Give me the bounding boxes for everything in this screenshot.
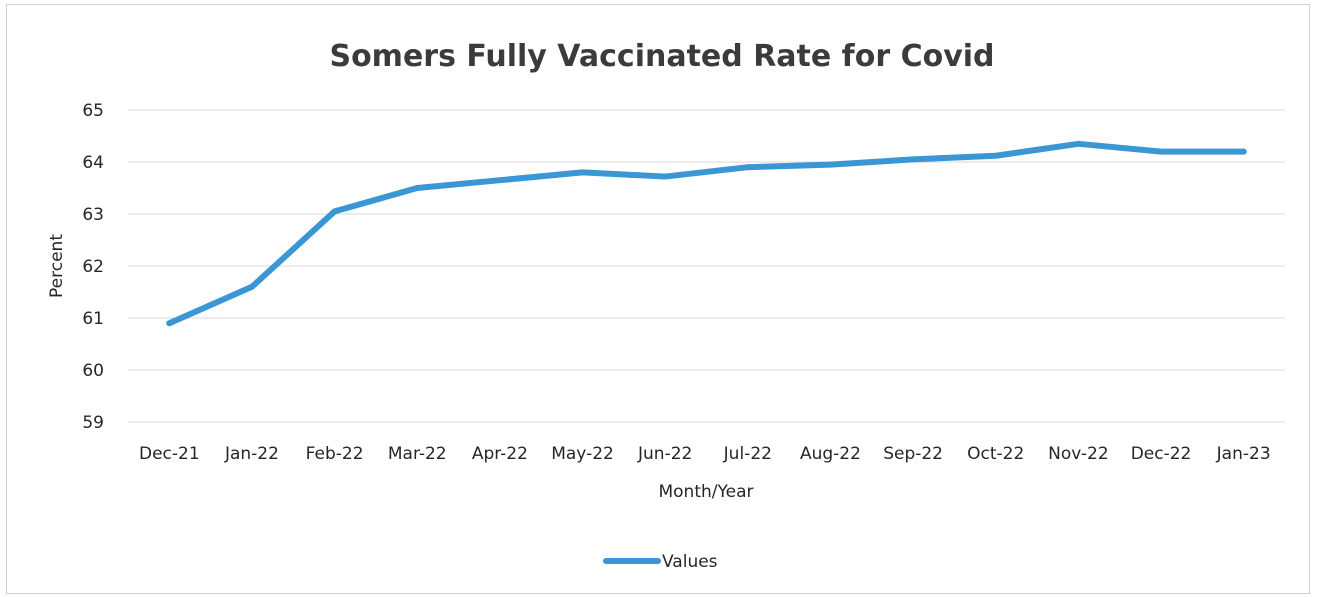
- data-point: [331, 208, 338, 215]
- legend-label-values: Values: [662, 552, 718, 572]
- data-point: [579, 169, 586, 176]
- data-point: [414, 185, 421, 191]
- x-tick-label: Feb-22: [306, 444, 364, 464]
- data-point: [1075, 140, 1082, 147]
- y-axis-label: Percent: [47, 234, 67, 298]
- chart-title: Somers Fully Vaccinated Rate for Covid: [329, 39, 994, 74]
- x-tick-label: May-22: [551, 444, 614, 464]
- series-line-values: [166, 140, 1247, 327]
- x-tick-label: Jul-22: [723, 444, 772, 464]
- y-tick-label: 65: [82, 101, 104, 121]
- data-point: [1240, 148, 1247, 155]
- x-tick-label: Mar-22: [388, 444, 447, 464]
- data-point: [744, 164, 751, 171]
- x-tick-label: Dec-21: [139, 444, 200, 464]
- x-tick-label: Jun-22: [637, 444, 692, 464]
- x-tick-label: Oct-22: [967, 444, 1024, 464]
- x-axis-ticks: Dec-21 Jan-22 Feb-22 Mar-22 Apr-22 May-22 Jun-…: [139, 444, 1271, 464]
- x-tick-label: Aug-22: [800, 444, 861, 464]
- gridlines: [128, 109, 1285, 423]
- y-axis-ticks: 59 60 61 62 63 64 65: [82, 101, 104, 433]
- y-tick-label: 64: [82, 153, 104, 173]
- data-point: [496, 177, 503, 184]
- y-tick-label: 59: [82, 413, 104, 433]
- data-point: [827, 161, 834, 168]
- y-tick-label: 62: [82, 257, 104, 277]
- data-point: [910, 156, 917, 163]
- y-tick-label: 63: [82, 205, 104, 225]
- x-tick-label: Jan-22: [224, 444, 279, 464]
- y-tick-label: 61: [82, 309, 104, 329]
- data-point: [248, 283, 255, 290]
- data-point: [992, 152, 999, 159]
- x-tick-label: Apr-22: [472, 444, 528, 464]
- x-tick-label: Sep-22: [883, 444, 943, 464]
- data-point: [1158, 148, 1165, 155]
- x-axis-label: Month/Year: [658, 482, 753, 502]
- x-tick-label: Jan-23: [1216, 444, 1271, 464]
- data-point: [662, 173, 669, 180]
- x-tick-label: Dec-22: [1131, 444, 1192, 464]
- x-tick-label: Nov-22: [1048, 444, 1109, 464]
- data-point: [166, 320, 173, 327]
- legend: Values: [603, 552, 718, 572]
- series-lines: [166, 140, 1247, 327]
- y-tick-label: 60: [82, 361, 104, 381]
